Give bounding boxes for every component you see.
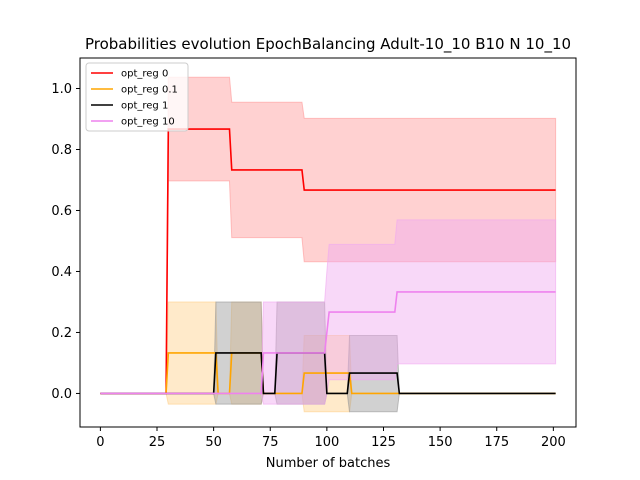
x-tick-label-5: 125 [371,435,396,450]
y-tick-label-4: 0.8 [51,143,72,158]
series-lines [100,128,556,395]
x-tick-label-6: 150 [428,435,453,450]
x-axis-label: Number of batches [266,456,391,471]
y-tick-label-3: 0.6 [51,204,72,219]
legend-label-0: opt_reg 0 [121,69,168,80]
y-tick-label-2: 0.4 [51,265,72,280]
line-series-3 [100,291,556,395]
legend: opt_reg 0 opt_reg 0.1 opt_reg 1 opt_reg 10 [85,62,189,132]
legend-label-1: opt_reg 0.1 [121,85,178,96]
x-tick-label-7: 175 [484,435,509,450]
x-tick-label-4: 100 [314,435,339,450]
x-tick-label-8: 200 [541,435,566,450]
legend-label-2: opt_reg 1 [121,101,168,112]
y-tick-label-5: 1.0 [51,82,72,97]
x-tick-label-3: 75 [262,435,279,450]
y-tick-label-1: 0.2 [51,326,72,341]
chart-title: Probabilities evolution EpochBalancing A… [85,35,571,54]
y-axis: 0.0 0.2 0.4 0.6 0.8 1.0 [51,82,80,402]
x-axis: 0 25 50 75 100 125 150 175 200 [96,427,566,450]
line-series-0 [100,128,556,395]
plot-frame [79,57,577,428]
x-tick-label-2: 50 [205,435,222,450]
x-tick-label-0: 0 [96,435,104,450]
legend-label-3: opt_reg 10 [121,117,175,128]
legend-box [85,62,189,132]
x-tick-label-1: 25 [149,435,166,450]
y-tick-label-0: 0.0 [51,387,72,402]
